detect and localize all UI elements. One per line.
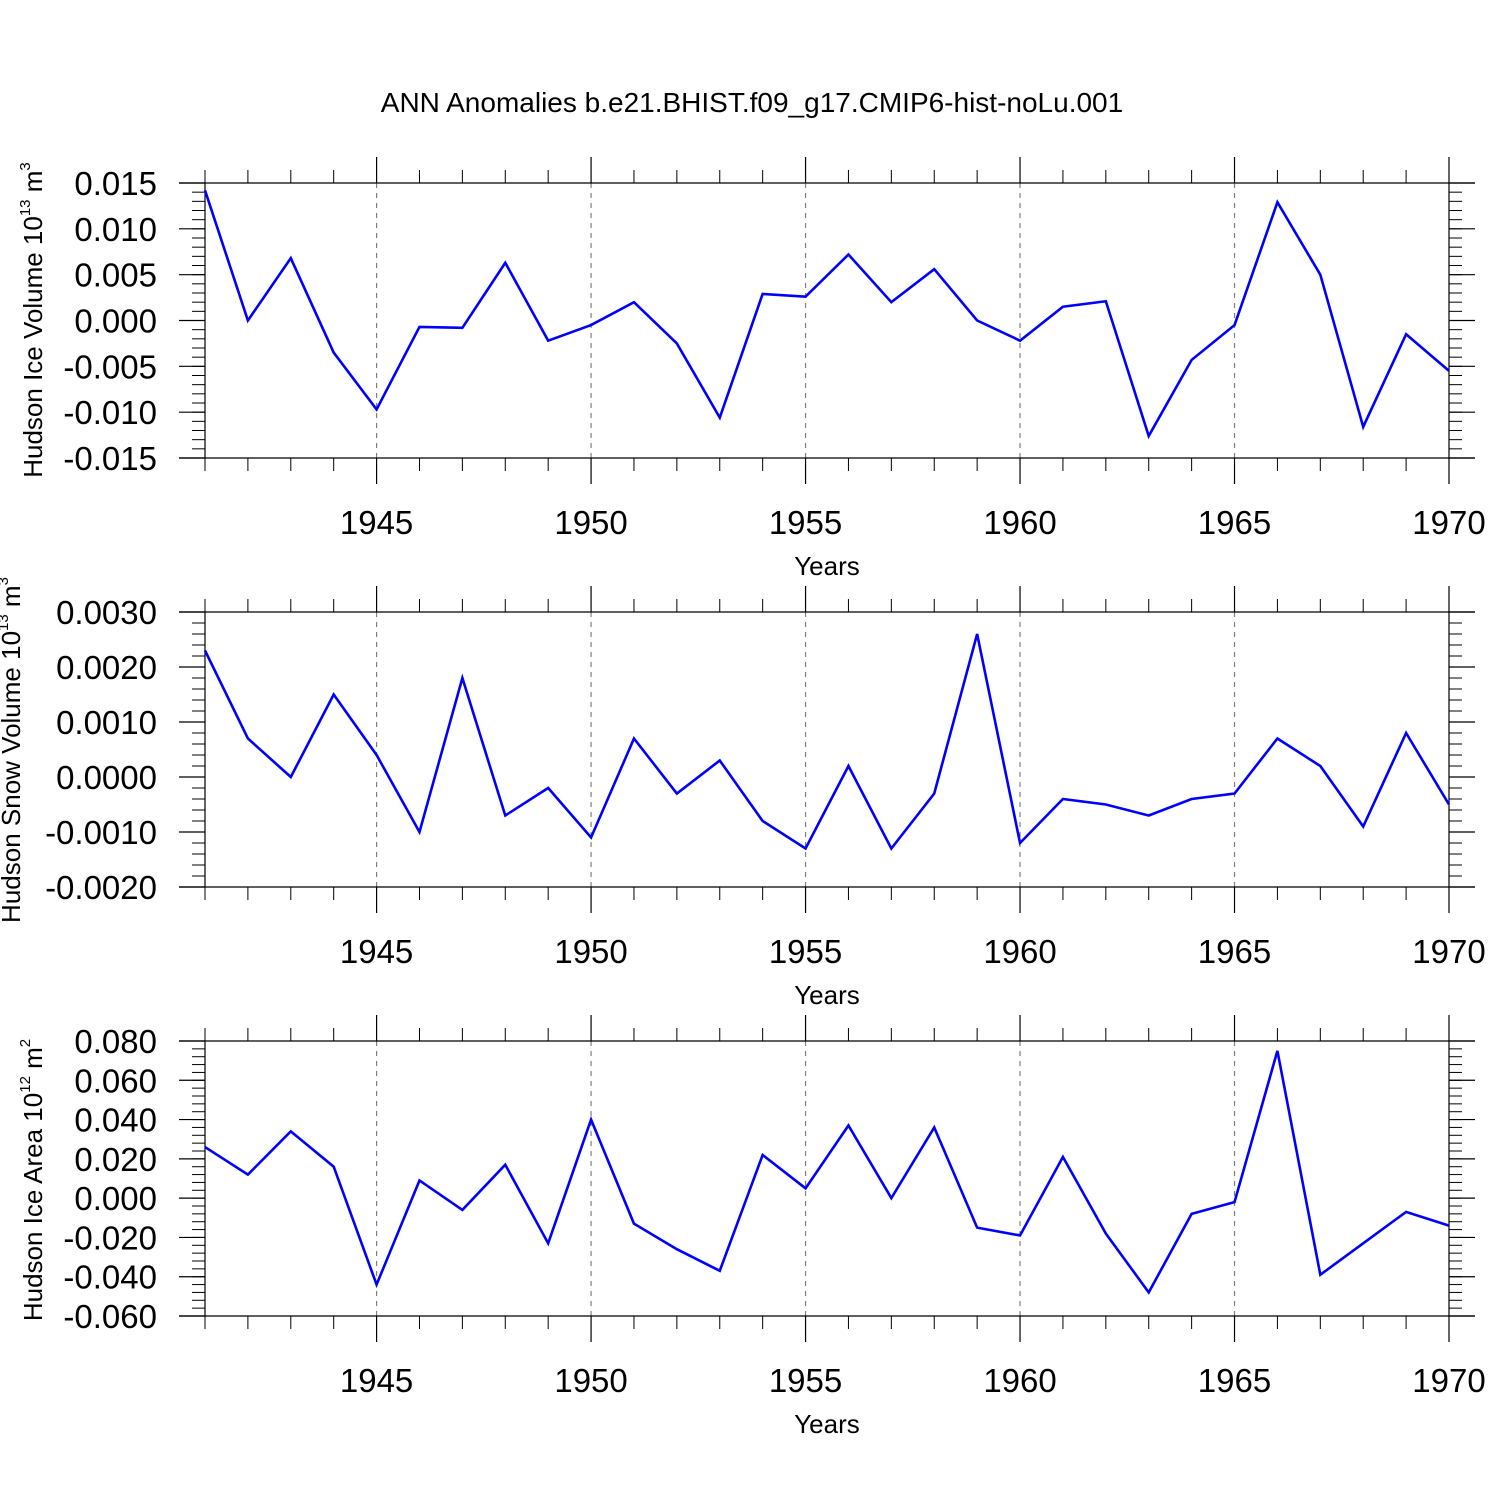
x-tick-label: 1945 [340, 1362, 413, 1399]
y-tick-label: -0.0010 [45, 814, 157, 851]
panel-ice-volume: Hudson Ice Volume 1013 m3 Years -0.015 -0… [17, 157, 1486, 581]
y-tick-label: 0.040 [74, 1102, 157, 1139]
y-tick-label: -0.005 [63, 348, 157, 385]
y-axis-title-unit-exponent: 2 [17, 1039, 34, 1047]
x-tick-label: 1945 [340, 933, 413, 970]
y-axis-title-exponent: 12 [17, 1076, 34, 1093]
y-tick-label: 0.020 [74, 1141, 157, 1178]
x-tick-label: 1950 [554, 933, 627, 970]
series-line [203, 189, 1450, 440]
y-axis-title-unit-exponent: 3 [17, 162, 34, 170]
panel-ice-area: Hudson Ice Area 1012 m2 Years -0.060-0.0… [17, 1015, 1486, 1439]
x-tick-label: 1955 [769, 933, 842, 970]
y-axis-title-main: Hudson Ice Volume 10 [18, 216, 48, 478]
x-tick-label: 1970 [1412, 1362, 1485, 1399]
x-axis-title: Years [794, 980, 860, 1010]
y-tick-label: 0.0010 [56, 704, 157, 741]
y-tick-label: -0.060 [63, 1298, 157, 1335]
y-axis-title-unit-exponent: 3 [0, 577, 12, 585]
x-axis-title: Years [794, 551, 860, 581]
y-axis-title: Hudson Ice Area 1012 m2 [17, 1039, 48, 1321]
y-tick-label: 0.0030 [56, 594, 157, 631]
y-tick-label: -0.015 [63, 440, 157, 477]
y-axis-title-exponent: 13 [17, 199, 34, 216]
y-axis-title-unit: m [18, 1047, 48, 1076]
y-tick-label: 0.000 [74, 1180, 157, 1217]
y-axis-title-unit: m [18, 171, 48, 200]
x-tick-label: 1945 [340, 504, 413, 541]
x-tick-label: 1950 [554, 1362, 627, 1399]
y-tick-label: 0.0020 [56, 649, 157, 686]
y-tick-label: 0.000 [74, 303, 157, 340]
x-tick-label: 1955 [769, 1362, 842, 1399]
x-tick-label: 1965 [1198, 504, 1271, 541]
y-tick-label: 0.0000 [56, 759, 157, 796]
y-axis-title-main: Hudson Snow Volume 10 [0, 631, 26, 923]
x-tick-label: 1965 [1198, 1362, 1271, 1399]
y-axis-title: Hudson Ice Volume 1013 m3 [17, 162, 48, 478]
x-tick-label: 1960 [983, 504, 1056, 541]
x-axis-title: Years [794, 1409, 860, 1439]
y-tick-label: 0.010 [74, 211, 157, 248]
series-line [204, 1050, 1450, 1295]
x-tick-label: 1965 [1198, 933, 1271, 970]
x-tick-label: 1950 [554, 504, 627, 541]
y-tick-label: 0.005 [74, 257, 157, 294]
series-line [203, 633, 1451, 851]
x-tick-label: 1970 [1412, 933, 1485, 970]
y-tick-label: 0.060 [74, 1062, 157, 1099]
x-tick-label: 1955 [769, 504, 842, 541]
x-tick-label: 1960 [983, 1362, 1056, 1399]
y-tick-label: 0.015 [74, 165, 157, 202]
panel-snow-volume: Hudson Snow Volume 1013 m3 Years -0.0020… [0, 577, 1486, 1010]
x-tick-label: 1970 [1412, 504, 1485, 541]
y-axis-title-exponent: 13 [0, 614, 12, 631]
y-tick-label: -0.020 [63, 1219, 157, 1256]
y-tick-label: -0.040 [63, 1259, 157, 1296]
y-tick-label: 0.080 [74, 1023, 157, 1060]
y-tick-label: -0.010 [63, 394, 157, 431]
y-axis-title: Hudson Snow Volume 1013 m3 [0, 577, 26, 923]
y-axis-title-unit: m [0, 585, 26, 614]
figure-title: ANN Anomalies b.e21.BHIST.f09_g17.CMIP6-… [381, 87, 1123, 118]
y-tick-label: -0.0020 [45, 869, 157, 906]
x-tick-label: 1960 [983, 933, 1056, 970]
y-axis-title-main: Hudson Ice Area 10 [18, 1093, 48, 1321]
